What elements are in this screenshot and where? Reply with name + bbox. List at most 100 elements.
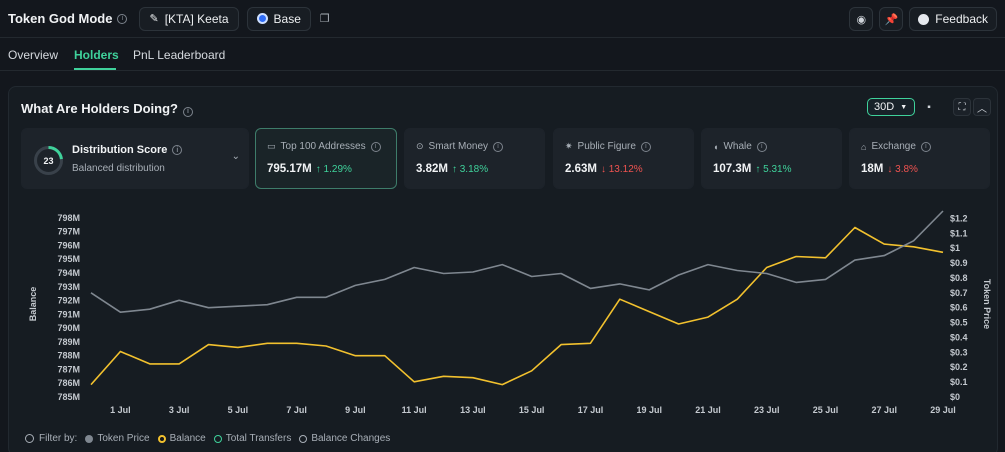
distribution-title: Distribution Score i xyxy=(72,144,183,156)
y2-tick-label: $1 xyxy=(950,243,960,253)
y-tick-label: 795M xyxy=(57,254,80,264)
y2-tick-label: $1.2 xyxy=(950,213,968,223)
copy-icon[interactable]: ❐ xyxy=(319,13,330,25)
legend-dot xyxy=(213,434,222,443)
period-dropdown[interactable]: 30D ▼ xyxy=(867,98,915,116)
card-value: 795.17M xyxy=(267,163,312,175)
y2-tick-label: $0.4 xyxy=(950,332,968,342)
distribution-title-text: Distribution Score xyxy=(72,144,168,156)
y2-tick-label: $0.2 xyxy=(950,362,968,372)
y2-tick-label: $0.7 xyxy=(950,288,968,298)
legend-label: Total Transfers xyxy=(225,433,292,444)
feedback-label: Feedback xyxy=(935,12,988,26)
card-label: Whale xyxy=(723,141,752,152)
y-tick-label: 798M xyxy=(57,213,80,223)
info-icon[interactable]: i xyxy=(493,141,504,152)
x-tick-label: 15 Jul xyxy=(519,405,545,415)
x-tick-label: 25 Jul xyxy=(813,405,839,415)
page-title: Token God Mode xyxy=(8,11,113,26)
period-value: 30D xyxy=(874,101,895,113)
card-label: Top 100 Addresses xyxy=(280,141,366,152)
x-tick-label: 29 Jul xyxy=(930,405,956,415)
y-tick-label: 786M xyxy=(57,378,80,388)
token-label: [KTA] Keeta xyxy=(164,11,229,26)
card-whale[interactable]: ◖ Whale i 107.3M ↑ 5.31% xyxy=(701,128,842,189)
card-smart-money[interactable]: ⊙ Smart Money i 3.82M ↑ 3.18% xyxy=(404,128,545,189)
card-top-100-addresses[interactable]: ▭ Top 100 Addresses i 795.17M ↑ 1.29% xyxy=(255,128,397,189)
card-change: ↑ 5.31% xyxy=(755,164,792,175)
chat-icon xyxy=(918,13,930,25)
info-icon[interactable]: i xyxy=(370,141,381,152)
y2-tick-label: $0.8 xyxy=(950,273,968,283)
y-tick-label: 793M xyxy=(57,282,80,292)
whale-icon: ◖ xyxy=(713,141,719,152)
chain-selector-button[interactable]: Base xyxy=(246,6,311,31)
tab-bar: Overview Holders PnL Leaderboard xyxy=(0,39,1005,71)
id-card-icon: ▭ xyxy=(267,141,276,151)
y-tick-label: 797M xyxy=(57,227,80,237)
legend-item-balance-changes[interactable]: Balance Changes xyxy=(299,433,390,444)
series-line-balance xyxy=(90,226,944,386)
x-tick-label: 3 Jul xyxy=(169,405,190,415)
pencil-icon: ✎ xyxy=(149,13,159,25)
x-tick-label: 19 Jul xyxy=(636,405,662,415)
info-icon[interactable]: i xyxy=(172,145,183,155)
y-tick-label: 796M xyxy=(57,240,80,250)
tab-holders[interactable]: Holders xyxy=(74,48,119,62)
x-tick-label: 17 Jul xyxy=(578,405,604,415)
y2-axis-label: Token Price xyxy=(982,279,992,329)
filter-icon xyxy=(25,434,34,443)
y-tick-label: 792M xyxy=(57,296,80,306)
expand-icon[interactable]: ⛶ xyxy=(953,98,971,116)
active-tab-indicator xyxy=(74,68,116,70)
y2-tick-label: $0.6 xyxy=(950,303,968,313)
legend-item-balance[interactable]: Balance xyxy=(157,433,206,444)
token-selector-button[interactable]: ✎ [KTA] Keeta xyxy=(139,6,239,31)
chart-legend: Filter by: Token Price Balance Total Tra… xyxy=(25,433,390,444)
x-tick-label: 27 Jul xyxy=(871,405,897,415)
x-tick-label: 11 Jul xyxy=(402,405,427,415)
info-icon[interactable]: i xyxy=(920,141,931,152)
chevron-down-icon: ▼ xyxy=(900,103,908,111)
save-icon[interactable]: ▪ xyxy=(927,101,931,113)
x-tick-label: 5 Jul xyxy=(228,405,249,415)
distribution-score-card[interactable]: 23 Distribution Score i Balanced distribu… xyxy=(21,128,249,189)
y-tick-label: 787M xyxy=(57,364,80,374)
x-tick-label: 1 Jul xyxy=(110,405,131,415)
collapse-icon[interactable]: ︿ xyxy=(973,98,991,116)
card-value: 107.3M xyxy=(713,163,752,175)
y2-tick-label: $0.5 xyxy=(950,318,968,328)
info-icon[interactable]: i xyxy=(640,141,651,152)
card-change: ↑ 1.29% xyxy=(315,164,352,175)
chevron-down-icon[interactable]: ⌄ xyxy=(231,151,240,162)
balance-price-chart[interactable]: 798M 797M 796M 795M 794M 793M 792M 791M 790M 789M… xyxy=(9,87,999,432)
x-tick-label: 23 Jul xyxy=(754,405,780,415)
legend-label: Token Price xyxy=(97,433,150,444)
legend-label: Balance Changes xyxy=(311,433,391,444)
info-icon[interactable]: i xyxy=(756,141,767,152)
legend-label: Balance xyxy=(169,433,206,444)
base-chain-icon xyxy=(256,13,268,24)
card-label: Public Figure xyxy=(577,141,636,152)
tab-overview[interactable]: Overview xyxy=(8,48,59,62)
tab-pnl-leaderboard[interactable]: PnL Leaderboard xyxy=(133,48,226,62)
info-icon[interactable]: i xyxy=(182,106,193,117)
y-tick-label: 785M xyxy=(57,392,80,402)
legend-dot xyxy=(157,434,166,443)
x-tick-label: 9 Jul xyxy=(345,405,366,415)
info-icon[interactable]: i xyxy=(117,13,128,24)
legend-dot xyxy=(85,434,94,443)
card-public-figure[interactable]: ✷ Public Figure i 2.63M ↓ 13.12% xyxy=(553,128,694,189)
card-label: Smart Money xyxy=(428,141,489,152)
card-value: 2.63M xyxy=(565,163,597,175)
pin-icon[interactable]: 📌 xyxy=(879,7,904,31)
eye-icon[interactable]: ◉ xyxy=(849,7,874,31)
holders-panel: What Are Holders Doing? i 30D ▼ ▪ ⛶ ︿ 23 … xyxy=(8,86,998,452)
legend-item-token-price[interactable]: Token Price xyxy=(85,433,150,444)
card-exchange[interactable]: ⌂ Exchange i 18M ↓ 3.8% xyxy=(849,128,990,189)
score-value: 23 xyxy=(43,156,53,166)
y-tick-label: 794M xyxy=(57,268,80,278)
y-tick-label: 788M xyxy=(57,351,80,361)
legend-item-total-transfers[interactable]: Total Transfers xyxy=(213,433,292,444)
feedback-button[interactable]: Feedback xyxy=(909,7,997,31)
